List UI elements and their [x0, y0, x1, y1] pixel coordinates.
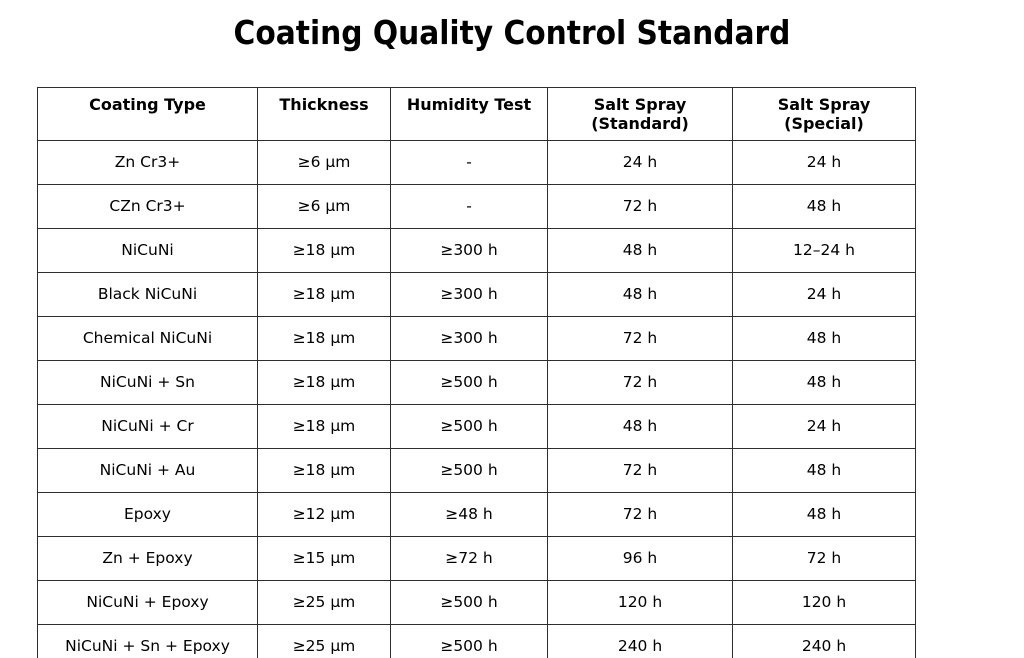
table-row: CZn Cr3+ ≥6 μm -72 h 48 h [37, 184, 916, 229]
column-header: Salt Spray (Standard) [547, 87, 733, 141]
coating-type-cell: Zn Cr3+ [37, 140, 258, 185]
table-row: Epoxy ≥12 μm ≥48 h 72 h 48 h [37, 492, 916, 537]
column-header: Coating Type [37, 87, 258, 141]
value-cell: 48 h [547, 404, 733, 449]
value-cell: ≥6 μm [257, 140, 391, 185]
value-cell: - [390, 184, 548, 229]
value-cell: ≥18 μm [257, 360, 391, 405]
table-row: Zn + Epoxy ≥15 μm ≥72 h 96 h 72 h [37, 536, 916, 581]
value-cell: 48 h [547, 272, 733, 317]
table-row: Chemical NiCuNi ≥18 μm ≥300 h 72 h 48 h [37, 316, 916, 361]
page-title: Coating Quality Control Standard [233, 13, 791, 52]
coating-type-cell: NiCuNi + Sn + Epoxy [37, 624, 258, 658]
value-cell: ≥500 h [390, 448, 548, 493]
value-cell: ≥500 h [390, 624, 548, 658]
value-cell: 72 h [547, 360, 733, 405]
value-cell: 72 h [732, 536, 916, 581]
value-cell: ≥300 h [390, 228, 548, 273]
coating-type-cell: Epoxy [37, 492, 258, 537]
value-cell: 48 h [732, 316, 916, 361]
value-cell: ≥15 μm [257, 536, 391, 581]
value-cell: 48 h [732, 360, 916, 405]
value-cell: ≥300 h [390, 272, 548, 317]
value-cell: 72 h [547, 316, 733, 361]
coating-type-cell: Black NiCuNi [37, 272, 258, 317]
value-cell: 24 h [732, 140, 916, 185]
value-cell: ≥72 h [390, 536, 548, 581]
coating-type-cell: NiCuNi + Sn [37, 360, 258, 405]
column-header: Thickness [257, 87, 391, 141]
coating-type-cell: NiCuNi + Au [37, 448, 258, 493]
table-row: NiCuNi + Sn + Epoxy ≥25 μm ≥500 h 240 h 240 … [37, 624, 916, 658]
value-cell: 96 h [547, 536, 733, 581]
column-header: Salt Spray (Special) [732, 87, 916, 141]
table-header: Coating Type Thickness Humidity Test Salt S… [37, 87, 916, 141]
value-cell: ≥18 μm [257, 404, 391, 449]
table-row: Zn Cr3+ ≥6 μm -24 h 24 h [37, 140, 916, 185]
coating-type-cell: NiCuNi + Cr [37, 404, 258, 449]
coating-type-cell: CZn Cr3+ [37, 184, 258, 229]
value-cell: ≥25 μm [257, 580, 391, 625]
header-row: Coating Type Thickness Humidity Test Salt S… [37, 87, 916, 141]
table-row: NiCuNi + Cr ≥18 μm ≥500 h 48 h 24 h [37, 404, 916, 449]
value-cell: 72 h [547, 184, 733, 229]
value-cell: ≥500 h [390, 580, 548, 625]
table-row: Black NiCuNi ≥18 μm ≥300 h 48 h 24 h [37, 272, 916, 317]
coating-type-cell: NiCuNi + Epoxy [37, 580, 258, 625]
value-cell: ≥18 μm [257, 228, 391, 273]
value-cell: 24 h [732, 404, 916, 449]
value-cell: 72 h [547, 492, 733, 537]
value-cell: ≥300 h [390, 316, 548, 361]
value-cell: 12–24 h [732, 228, 916, 273]
value-cell: ≥18 μm [257, 448, 391, 493]
value-cell: ≥500 h [390, 360, 548, 405]
value-cell: 48 h [732, 448, 916, 493]
value-cell: 240 h [732, 624, 916, 658]
value-cell: ≥18 μm [257, 272, 391, 317]
value-cell: 48 h [547, 228, 733, 273]
value-cell: ≥25 μm [257, 624, 391, 658]
value-cell: ≥500 h [390, 404, 548, 449]
table-row: NiCuNi + Sn ≥18 μm ≥500 h 72 h 48 h [37, 360, 916, 405]
coating-type-cell: NiCuNi [37, 228, 258, 273]
table-row: NiCuNi ≥18 μm ≥300 h 48 h 12–24 h [37, 228, 916, 273]
column-header: Humidity Test [390, 87, 548, 141]
value-cell: ≥48 h [390, 492, 548, 537]
table-row: NiCuNi + Epoxy ≥25 μm ≥500 h 120 h 120 h [37, 580, 916, 625]
coating-type-cell: Zn + Epoxy [37, 536, 258, 581]
value-cell: 24 h [547, 140, 733, 185]
value-cell: - [390, 140, 548, 185]
value-cell: ≥12 μm [257, 492, 391, 537]
coating-type-cell: Chemical NiCuNi [37, 316, 258, 361]
value-cell: 48 h [732, 492, 916, 537]
value-cell: 24 h [732, 272, 916, 317]
value-cell: ≥6 μm [257, 184, 391, 229]
value-cell: 240 h [547, 624, 733, 658]
value-cell: 72 h [547, 448, 733, 493]
value-cell: ≥18 μm [257, 316, 391, 361]
value-cell: 120 h [732, 580, 916, 625]
coating-quality-table: Coating Type Thickness Humidity Test Salt S… [37, 87, 916, 658]
value-cell: 120 h [547, 580, 733, 625]
table-row: NiCuNi + Au ≥18 μm ≥500 h 72 h 48 h [37, 448, 916, 493]
value-cell: 48 h [732, 184, 916, 229]
